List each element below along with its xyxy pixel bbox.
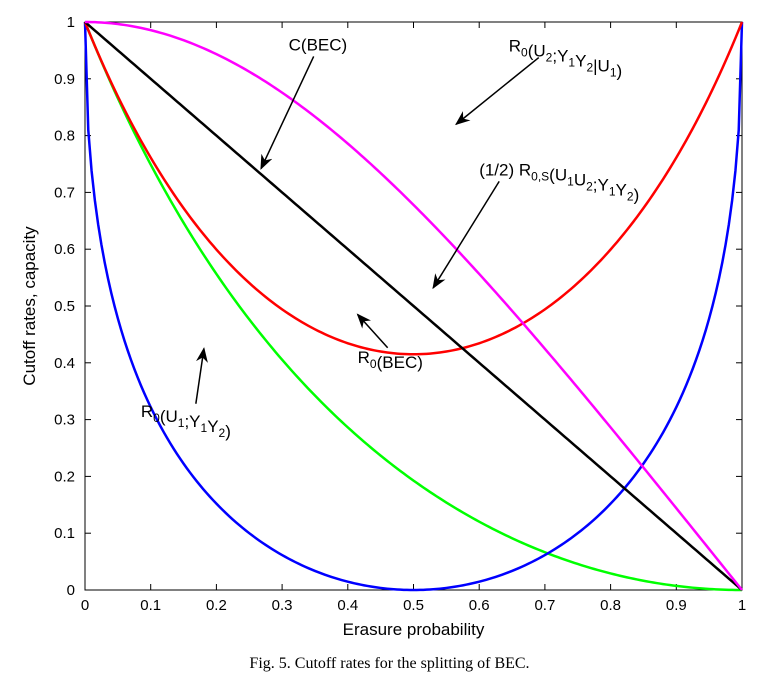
x-tick-label: 0.4 — [337, 597, 358, 614]
x-tick-label: 0.6 — [469, 597, 490, 614]
y-tick-label: 0.5 — [54, 298, 75, 315]
x-tick-label: 0.8 — [600, 597, 621, 614]
y-tick-label: 0.1 — [54, 525, 75, 542]
x-tick-label: 1 — [738, 597, 746, 614]
x-tick-label: 0.1 — [140, 597, 161, 614]
annotation-c_bec: C(BEC) — [289, 35, 348, 54]
y-tick-label: 0.3 — [54, 412, 75, 429]
annotation-arrow-r0_u2 — [456, 58, 539, 125]
y-tick-label: 1 — [67, 14, 75, 31]
x-tick-label: 0.3 — [272, 597, 293, 614]
annotation-arrow-c_bec — [261, 56, 314, 168]
y-tick-label: 0.7 — [54, 184, 75, 201]
x-tick-label: 0.2 — [206, 597, 227, 614]
y-tick-label: 0.9 — [54, 71, 75, 88]
y-tick-label: 0.4 — [54, 355, 75, 372]
y-tick-label: 0.6 — [54, 241, 75, 258]
x-axis-label: Erasure probability — [343, 620, 485, 639]
y-tick-label: 0 — [67, 582, 75, 599]
annotation-r0_u2: R0(U2;Y1Y2|U1) — [509, 37, 622, 81]
x-tick-label: 0.7 — [534, 597, 555, 614]
annotation-arrow-r0_bec — [358, 315, 388, 348]
annotation-arrow-r0_u1 — [196, 349, 204, 404]
y-tick-label: 0.2 — [54, 468, 75, 485]
x-tick-label: 0.5 — [403, 597, 424, 614]
y-tick-label: 0.8 — [54, 128, 75, 145]
figure-caption: Fig. 5. Cutoff rates for the splitting o… — [249, 655, 529, 672]
annotation-r0_u1: R0(U1;Y1Y2) — [141, 402, 231, 441]
cutoff-rates-chart: 0 0.1 0.2 0.3 0.4 0.5 0.6 0.7 0.8 0.9 1 0 0.1 0.2 0.3 0… — [0, 0, 779, 685]
annotation-r0_bec: R0(BEC) — [358, 348, 423, 372]
x-tick-label: 0.9 — [666, 597, 687, 614]
annotation-r0_half: (1/2) R0,S(U1U2;Y1Y2) — [479, 160, 639, 204]
y-axis-label: Cutoff rates, capacity — [20, 226, 39, 386]
curve-c_bec — [85, 22, 742, 590]
x-tick-label: 0 — [81, 597, 89, 614]
